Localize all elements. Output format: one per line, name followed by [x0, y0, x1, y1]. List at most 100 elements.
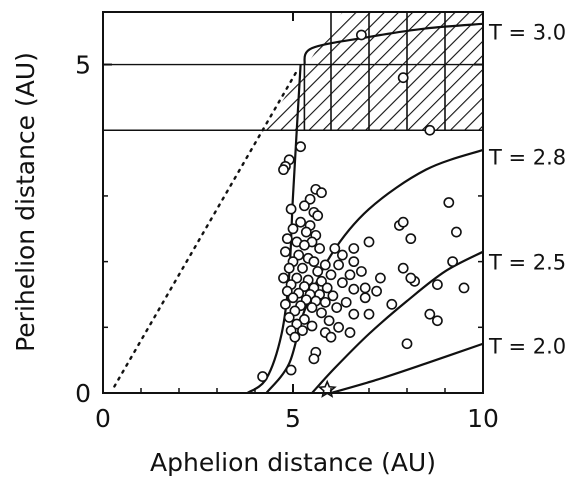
data-point [279, 298, 291, 310]
data-point [348, 308, 360, 320]
data-point [278, 272, 289, 284]
data-point [424, 308, 436, 320]
data-point [285, 203, 297, 215]
data-point [336, 249, 348, 261]
data-point [363, 236, 375, 248]
data-point [316, 187, 327, 199]
data-point [397, 216, 409, 228]
data-point [308, 256, 320, 268]
data-point [287, 292, 299, 304]
data-point [295, 216, 306, 228]
data-point [283, 312, 295, 323]
x-tick-label: 10 [467, 404, 499, 433]
data-point [289, 305, 301, 317]
data-point [297, 325, 308, 336]
data-point [450, 226, 462, 238]
data-point [344, 269, 356, 281]
data-point [312, 266, 324, 277]
data-point [289, 331, 301, 343]
data-point [359, 292, 371, 304]
data-point [355, 29, 367, 41]
data-point [297, 262, 308, 274]
data-point [281, 233, 293, 245]
data-point [431, 279, 443, 291]
data-point [327, 290, 339, 302]
data-point [295, 141, 306, 153]
data-point [340, 296, 352, 308]
tisserand-curve [265, 148, 483, 393]
tisserand-curve [311, 250, 483, 393]
data-point [401, 338, 413, 350]
data-point [431, 315, 443, 327]
curve-label: T = 2.8 [488, 146, 566, 170]
data-point [283, 262, 295, 274]
data-point [298, 314, 310, 325]
data-point [316, 307, 327, 319]
axis-ticks: 0 5 10 0 5 [75, 12, 499, 433]
data-point [257, 371, 268, 382]
tisserand-curve [303, 22, 483, 66]
data-point [306, 320, 318, 332]
data-point [447, 256, 458, 268]
data-point [304, 193, 316, 205]
data-point [281, 285, 293, 297]
data-point [359, 282, 371, 294]
data-point [386, 298, 398, 310]
y-tick-label: 0 [75, 379, 91, 408]
data-point [348, 256, 360, 268]
data-point [319, 259, 331, 271]
data-point [363, 308, 375, 320]
data-point [355, 266, 367, 277]
data-point [336, 277, 348, 289]
data-point [424, 124, 436, 136]
data-point [458, 282, 470, 294]
data-point [325, 269, 337, 281]
data-point [344, 327, 356, 338]
data-point [279, 246, 291, 258]
data-point [405, 272, 417, 284]
data-point [374, 272, 386, 284]
data-point [298, 200, 310, 212]
data-points [257, 29, 470, 398]
data-point [298, 239, 310, 251]
data-point [325, 331, 337, 343]
data-point [333, 259, 344, 271]
y-axis-title: Perihelion distance (AU) [11, 52, 40, 352]
curve-label: T = 2.5 [488, 251, 566, 275]
data-point [397, 262, 409, 274]
data-point [331, 302, 343, 314]
x-tick-label: 5 [285, 404, 301, 433]
forbidden-region-hatch [262, 12, 483, 131]
data-point [348, 283, 360, 295]
data-point [371, 285, 382, 297]
data-point [312, 210, 324, 222]
curve-label: T = 3.0 [488, 21, 566, 45]
x-axis-title: Aphelion distance (AU) [150, 448, 436, 477]
data-point [316, 275, 327, 287]
data-point [278, 164, 289, 176]
x-tick-label: 0 [95, 404, 111, 433]
data-point [287, 223, 299, 235]
data-point [291, 318, 303, 330]
data-point [405, 233, 417, 245]
data-point [319, 296, 331, 308]
data-point [443, 197, 455, 208]
data-point [323, 315, 335, 327]
data-point [308, 353, 320, 365]
data-point [291, 272, 303, 284]
star-marker [317, 379, 337, 398]
data-point [333, 321, 344, 333]
tisserand-curve [330, 342, 483, 393]
data-point [314, 243, 325, 254]
data-point [306, 302, 318, 314]
data-point [285, 364, 297, 376]
data-point [300, 226, 312, 238]
curve-labels: T = 3.0 T = 2.8 T = 2.5 T = 2.0 [488, 21, 566, 359]
hatched-region [262, 12, 483, 131]
data-point [321, 282, 333, 294]
diagonal-dotted-line [113, 69, 298, 388]
data-point [293, 249, 305, 261]
data-point [397, 72, 409, 84]
data-point [329, 243, 341, 254]
